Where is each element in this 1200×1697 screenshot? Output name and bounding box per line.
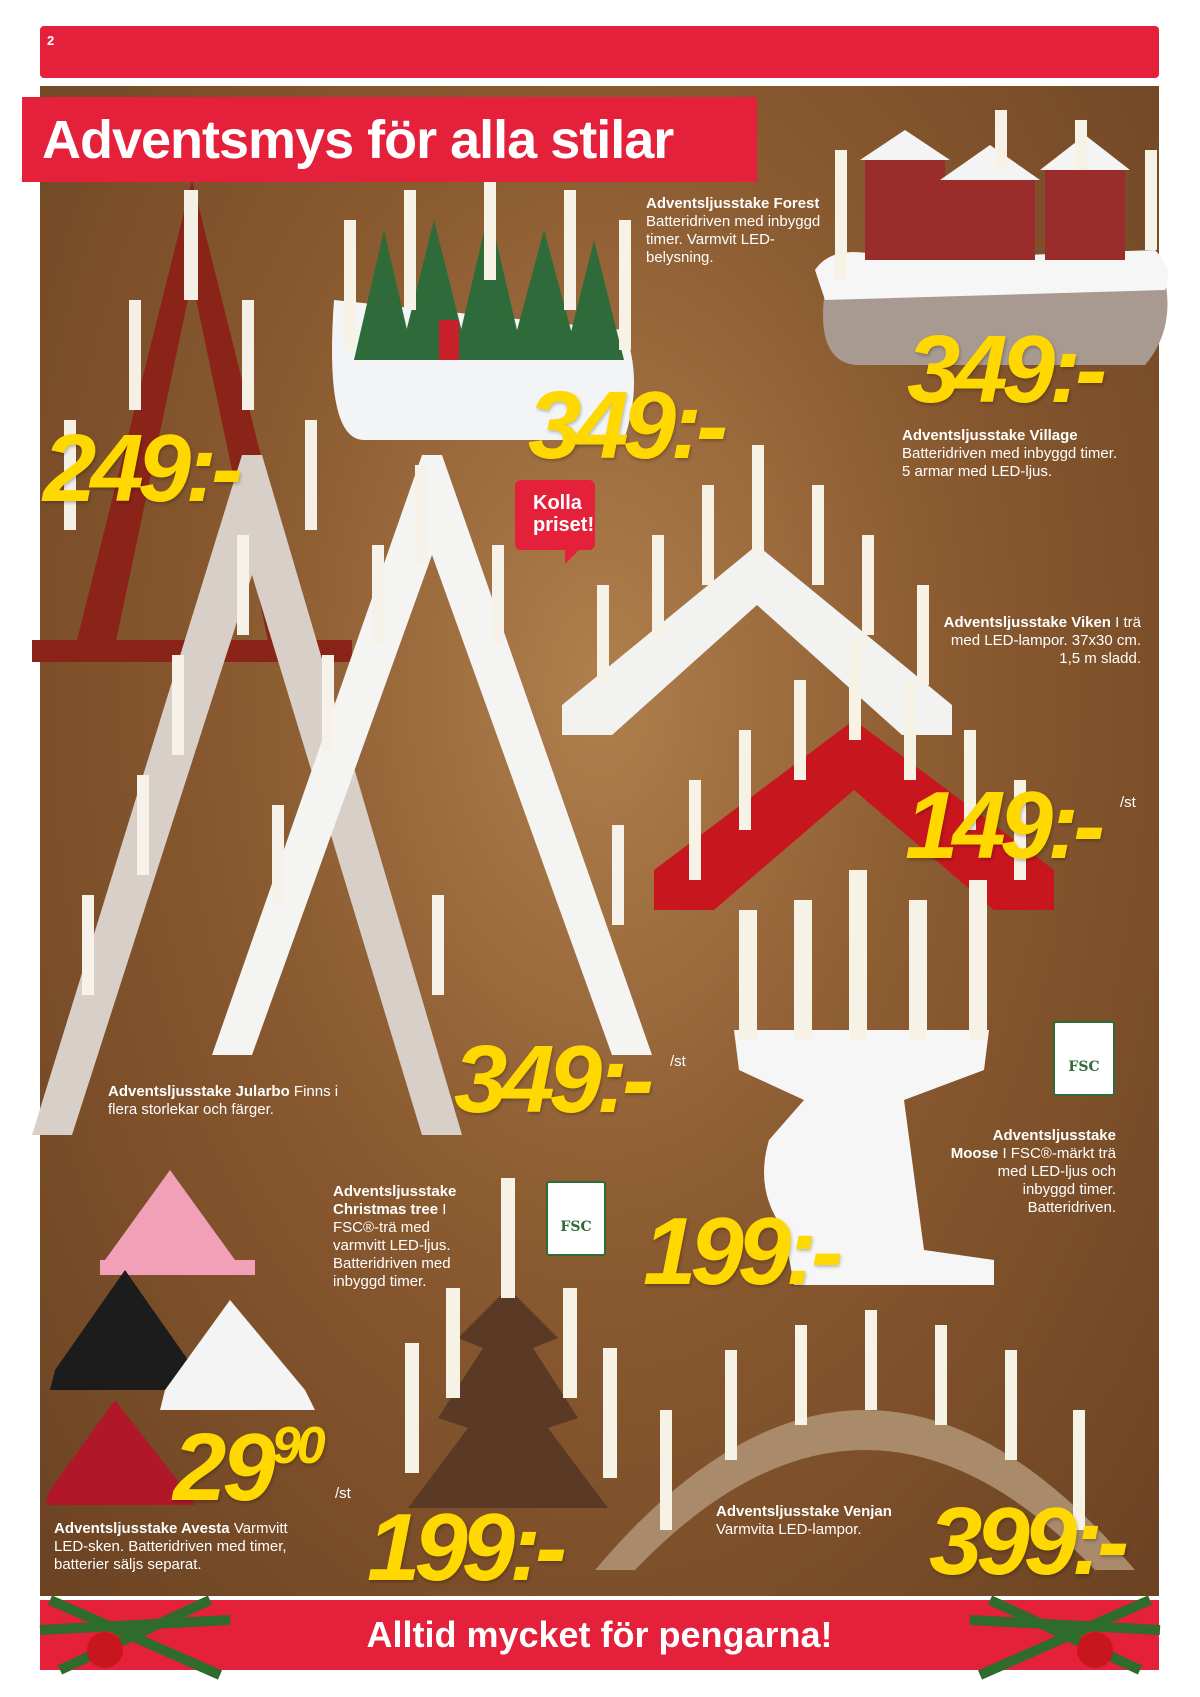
viken-description: Adventsljusstake Viken I trä med LED-lam… <box>930 614 1141 668</box>
moose-price: 199:- <box>643 1198 843 1305</box>
moose-description: Adventsljusstake Moose I FSC®-märkt trä … <box>950 1127 1116 1217</box>
product-desc: I FSC®-märkt trä med LED-ljus och inbygg… <box>997 1145 1116 1216</box>
village-price: 349:- <box>907 316 1107 423</box>
village-candlestick-image <box>815 110 1169 365</box>
jularbo-candlestick-image <box>32 455 652 1135</box>
product-desc: Batteridriven med inbyggd timer. Varmvit… <box>646 213 821 266</box>
price-main: 29 <box>173 1414 276 1521</box>
fsc-label: FSC <box>560 1219 592 1235</box>
jularbo-description: Adventsljusstake Jularbo Finns i flera s… <box>108 1083 358 1119</box>
product-desc: Batteridriven med inbyggd timer. 5 armar… <box>902 445 1118 480</box>
product-desc: Finns i flera storlekar och färger. <box>108 1083 339 1118</box>
product-name: Adventsljusstake Christmas tree <box>333 1183 457 1218</box>
moose-candlestick-image <box>734 870 994 1285</box>
fsc-label: FSC <box>1068 1059 1100 1075</box>
forest-price: 349:- <box>528 372 728 479</box>
red-tall-price: 249:- <box>43 415 243 522</box>
bubble-line: priset! <box>533 514 595 536</box>
christmas-tree-candlestick-image <box>405 1178 617 1508</box>
forest-candlestick-image <box>332 180 634 440</box>
check-price-bubble: Kolla priset! <box>515 480 595 564</box>
footer-slogan: Alltid mycket för pengarna! <box>40 1600 1159 1670</box>
avesta-candlesticks-image <box>45 1170 315 1505</box>
village-description: Adventsljusstake Village Batteridriven m… <box>902 427 1122 481</box>
red-viken-candlestick-image <box>654 640 1054 910</box>
product-name: Adventsljusstake Jularbo <box>108 1083 290 1100</box>
page-number: 2 <box>47 33 55 48</box>
venjan-description: Adventsljusstake Venjan Varmvita LED-lamp… <box>716 1503 916 1539</box>
product-name: Adventsljusstake Moose <box>950 1127 1116 1162</box>
garland-left-icon <box>39 1595 231 1680</box>
price-decimals: 90 <box>271 1417 326 1475</box>
avesta-price: 2990 <box>173 1417 326 1516</box>
avesta-description: Adventsljusstake Avesta Varmvitt LED-ske… <box>54 1520 314 1574</box>
product-name: Adventsljusstake Venjan <box>716 1503 892 1520</box>
avesta-unit: /st <box>335 1485 351 1502</box>
christmas-tree-price: 199:- <box>367 1494 567 1601</box>
fsc-logo: FSC <box>546 1181 606 1256</box>
venjan-candlestick-image <box>595 1310 1135 1570</box>
fsc-logo: FSC <box>1053 1021 1115 1096</box>
christmas-tree-description: Adventsljusstake Christmas tree I FSC®-t… <box>333 1183 463 1291</box>
product-name: Adventsljusstake Village <box>902 427 1078 444</box>
jularbo-unit: /st <box>670 1053 686 1070</box>
product-name: Adventsljusstake Avesta <box>54 1520 230 1537</box>
garland-right-icon <box>969 1595 1161 1680</box>
page-title: Adventsmys för alla stilar <box>22 97 757 182</box>
viken-unit: /st <box>1120 794 1136 811</box>
product-desc: I FSC®-trä med varmvitt LED-ljus. Batter… <box>333 1201 451 1290</box>
venjan-price: 399:- <box>929 1488 1129 1595</box>
product-desc: Varmvitt LED-sken. Batteridriven med tim… <box>54 1520 288 1573</box>
jularbo-price: 349:- <box>454 1026 654 1133</box>
product-name: Adventsljusstake Forest <box>646 195 820 212</box>
product-name: Adventsljusstake Viken <box>943 614 1111 631</box>
forest-description: Adventsljusstake Forest Batteridriven me… <box>646 195 836 267</box>
product-desc: Varmvita LED-lampor. <box>716 1521 862 1538</box>
product-desc: I trä med LED-lampor. 37x30 cm. 1,5 m sl… <box>950 614 1141 667</box>
viken-price: 149:- <box>905 772 1105 879</box>
top-bar <box>40 26 1159 78</box>
bubble-line: Kolla <box>533 492 582 514</box>
